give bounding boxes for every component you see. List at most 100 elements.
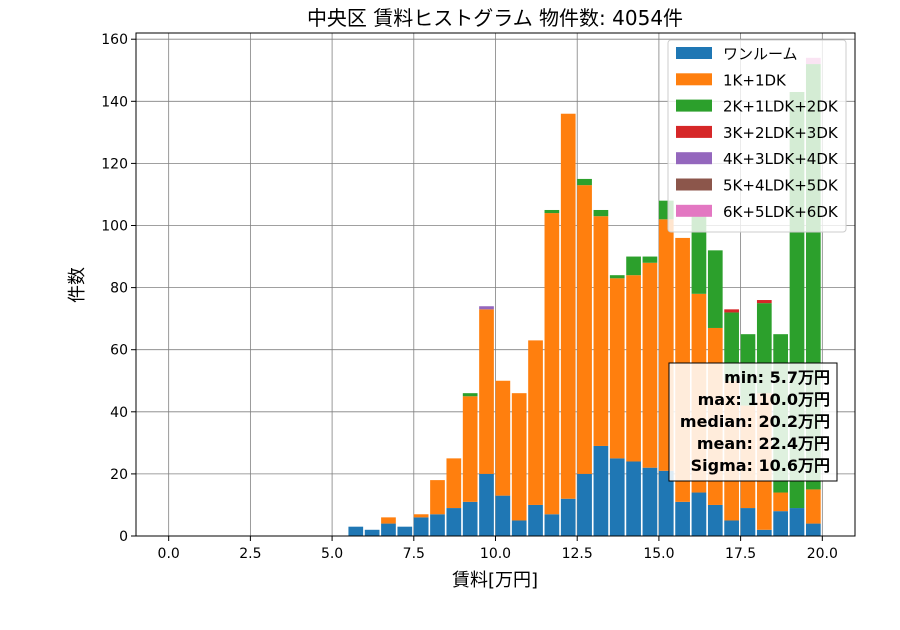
legend-swatch	[676, 47, 712, 59]
stats-box-frame	[668, 362, 838, 482]
bar-segment	[577, 185, 592, 474]
x-tick-label: 17.5	[725, 546, 756, 562]
legend-label: 4K+3LDK+4DK	[723, 150, 839, 168]
x-axis-ticks: 0.0 2.5 5.0 7.5 10.0 12.5 15.0 17.5 20.0	[158, 536, 838, 562]
y-tick-label: 100	[101, 219, 128, 235]
bar-segment	[593, 216, 609, 446]
y-tick-label: 140	[101, 94, 128, 110]
bar-segment	[462, 501, 478, 536]
bar-segment	[626, 275, 641, 462]
x-tick-label: 15.0	[643, 546, 674, 562]
stats-sigma: Sigma: 10.6万円	[691, 456, 830, 475]
legend-swatch	[676, 125, 712, 138]
y-tick-label: 20	[110, 467, 128, 483]
bar-segment	[724, 309, 739, 313]
bar-segment	[609, 275, 625, 279]
x-tick-label: 0.0	[158, 546, 180, 562]
x-axis-title: 賃料[万円]	[452, 570, 538, 591]
y-tick-label: 120	[101, 156, 128, 172]
legend-swatch	[676, 152, 712, 165]
bar-segment	[544, 213, 560, 515]
bar-segment	[479, 309, 494, 474]
legend-label: 5K+4LDK+5DK	[723, 177, 839, 195]
bar-segment	[707, 504, 723, 536]
x-tick-label: 20.0	[807, 546, 838, 562]
bar-segment	[528, 504, 543, 536]
bar-segment	[479, 473, 494, 536]
y-axis-title: 件数	[67, 267, 88, 303]
stats-mean: mean: 22.4万円	[697, 434, 830, 453]
bar-segment	[446, 508, 462, 536]
y-tick-label: 0	[119, 529, 128, 545]
legend-label: ワンルーム	[723, 45, 798, 63]
bar-segment	[560, 113, 576, 499]
bar-segment	[462, 396, 478, 502]
bar-segment	[348, 526, 364, 536]
bar-segment	[773, 511, 789, 536]
bar-segment	[691, 213, 707, 294]
x-tick-label: 12.5	[562, 546, 593, 562]
legend-label: 1K+1DK	[723, 71, 787, 89]
bar-segment	[609, 458, 625, 536]
stats-median: median: 20.2万円	[680, 412, 830, 431]
bar-segment	[773, 492, 789, 512]
legend-swatch	[676, 204, 712, 217]
bar-segment	[642, 467, 658, 536]
x-tick-label: 10.0	[480, 546, 511, 562]
bar-segment	[511, 520, 527, 536]
bar-segment	[430, 514, 445, 536]
x-tick-label: 7.5	[403, 546, 425, 562]
y-tick-label: 80	[110, 281, 128, 297]
bar-segment	[544, 209, 560, 214]
bar-segment	[740, 508, 756, 536]
bar-segment	[381, 517, 396, 524]
bar-segment	[397, 526, 413, 536]
bar-segment	[495, 495, 511, 536]
bar-segment	[691, 492, 707, 536]
bar-segment	[805, 523, 821, 536]
legend-swatch	[676, 178, 712, 191]
bar-segment	[413, 514, 429, 518]
bar-segment	[544, 514, 560, 536]
y-tick-label: 60	[110, 343, 128, 359]
legend-label: 6K+5LDK+6DK	[723, 203, 839, 221]
bar-segment	[756, 529, 772, 536]
chart-title: 中央区 賃料ヒストグラム 物件数: 4054件	[307, 6, 683, 30]
bar-segment	[528, 340, 543, 505]
y-axis-ticks: 0 20 40 60 80 100 120 140 160	[101, 32, 136, 545]
bar-segment	[495, 380, 511, 496]
y-tick-label: 160	[101, 32, 128, 48]
bar-segment	[446, 458, 462, 509]
bar-segment	[593, 445, 609, 536]
bar-segment	[805, 489, 821, 524]
bar-segment	[479, 306, 494, 310]
bar-segment	[789, 508, 805, 536]
bar-segment	[593, 209, 609, 217]
bar-segment	[364, 529, 380, 536]
bar-segment	[577, 473, 592, 536]
x-tick-label: 2.5	[239, 546, 261, 562]
bar-segment	[675, 501, 690, 536]
legend-swatch	[676, 99, 712, 112]
legend-swatch	[676, 73, 712, 86]
bar-segment	[577, 178, 592, 186]
bar-segment	[642, 262, 658, 468]
bar-segment	[560, 498, 576, 536]
bar-segment	[609, 278, 625, 459]
stats-max: max: 110.0万円	[698, 390, 830, 409]
bar-segment	[756, 300, 772, 304]
stats-min: min: 5.7万円	[724, 368, 830, 387]
x-tick-label: 5.0	[321, 546, 343, 562]
bar-segment	[430, 480, 445, 515]
bar-segment	[658, 470, 674, 536]
y-tick-label: 40	[110, 405, 128, 421]
bar-segment	[413, 517, 429, 536]
stats-box: min: 5.7万円 max: 110.0万円 median: 20.2万円 m…	[668, 362, 838, 482]
bar-segment	[381, 523, 396, 536]
legend-label: 3K+2LDK+3DK	[723, 124, 839, 142]
legend: ワンルーム 1K+1DK 2K+1LDK+2DK 3K+2LDK+3DK 4K+3LDK…	[667, 39, 847, 233]
bar-segment	[626, 256, 641, 276]
bar-segment	[724, 520, 739, 536]
bar-segment	[511, 393, 527, 521]
